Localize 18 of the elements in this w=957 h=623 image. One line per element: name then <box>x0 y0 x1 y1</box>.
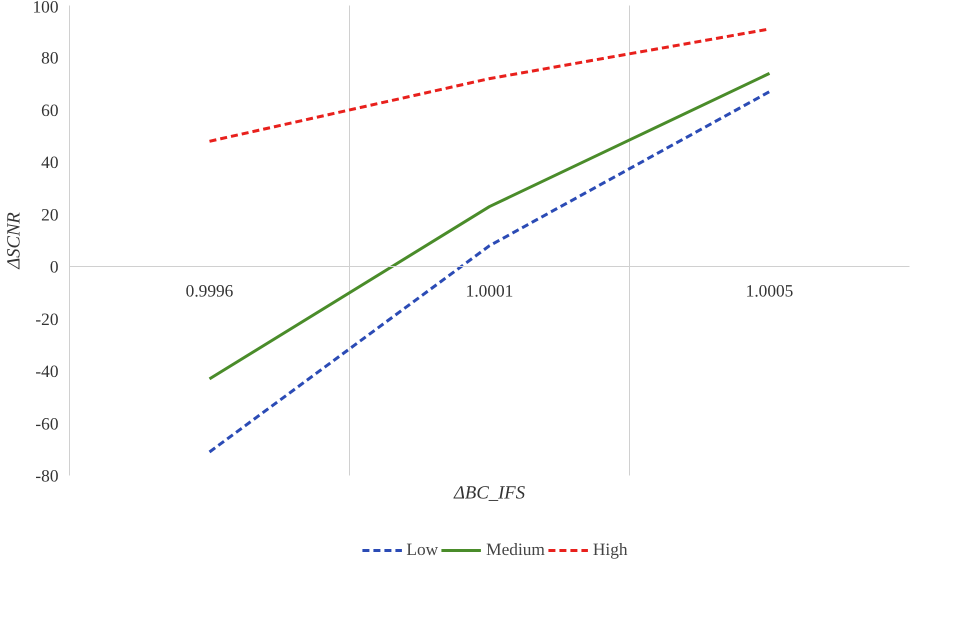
y-tick-label: 80 <box>41 48 58 68</box>
y-tick-label: 60 <box>41 100 58 120</box>
legend-label: Low <box>406 540 438 560</box>
x-tick-label: 1.0005 <box>746 282 794 301</box>
legend-label: High <box>592 540 628 560</box>
y-tick-label: 40 <box>41 153 58 172</box>
y-axis-title: ΔSCNR <box>4 212 25 270</box>
y-tick-label: 100 <box>32 0 59 16</box>
x-tick-label: 0.9996 <box>186 282 234 301</box>
legend-label: Medium <box>486 540 545 560</box>
y-tick-label: -40 <box>35 362 59 382</box>
y-tick-label: -80 <box>35 466 59 486</box>
y-tick-label: 20 <box>41 205 58 224</box>
x-tick-label: 1.0001 <box>466 282 514 301</box>
x-axis-title: ΔBC_IFS <box>452 482 526 504</box>
y-tick-label: 0 <box>50 258 59 277</box>
y-tick-label: -60 <box>35 414 59 434</box>
y-tick-label: -20 <box>35 310 59 329</box>
